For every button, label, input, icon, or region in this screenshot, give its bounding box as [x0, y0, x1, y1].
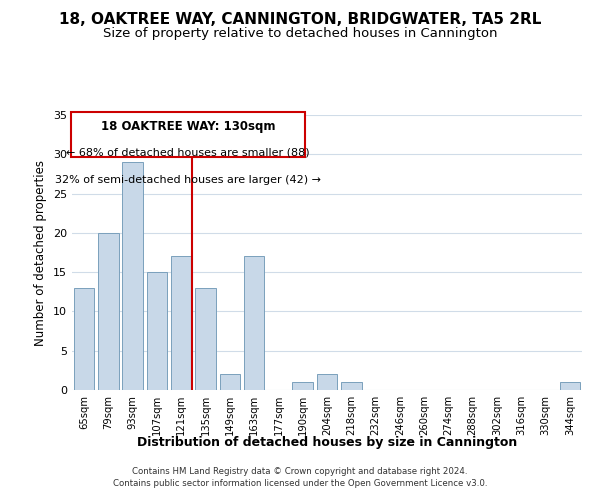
Bar: [98, 233, 119, 390]
Text: 18 OAKTREE WAY: 130sqm: 18 OAKTREE WAY: 130sqm: [101, 120, 275, 134]
Bar: [317, 374, 337, 390]
Bar: [560, 382, 580, 390]
Y-axis label: Number of detached properties: Number of detached properties: [34, 160, 47, 346]
Bar: [195, 288, 216, 390]
Text: Distribution of detached houses by size in Cannington: Distribution of detached houses by size …: [137, 436, 517, 449]
Text: 18, OAKTREE WAY, CANNINGTON, BRIDGWATER, TA5 2RL: 18, OAKTREE WAY, CANNINGTON, BRIDGWATER,…: [59, 12, 541, 28]
Text: 32% of semi-detached houses are larger (42) →: 32% of semi-detached houses are larger (…: [55, 176, 321, 186]
Text: Contains HM Land Registry data © Crown copyright and database right 2024.: Contains HM Land Registry data © Crown c…: [132, 467, 468, 476]
Bar: [122, 162, 143, 390]
Text: Contains public sector information licensed under the Open Government Licence v3: Contains public sector information licen…: [113, 478, 487, 488]
Bar: [146, 272, 167, 390]
Bar: [220, 374, 240, 390]
Bar: [171, 256, 191, 390]
Text: ← 68% of detached houses are smaller (88): ← 68% of detached houses are smaller (88…: [66, 148, 310, 158]
Bar: [292, 382, 313, 390]
Bar: [341, 382, 362, 390]
Bar: [244, 256, 265, 390]
Text: Size of property relative to detached houses in Cannington: Size of property relative to detached ho…: [103, 28, 497, 40]
FancyBboxPatch shape: [71, 112, 305, 157]
Bar: [74, 288, 94, 390]
